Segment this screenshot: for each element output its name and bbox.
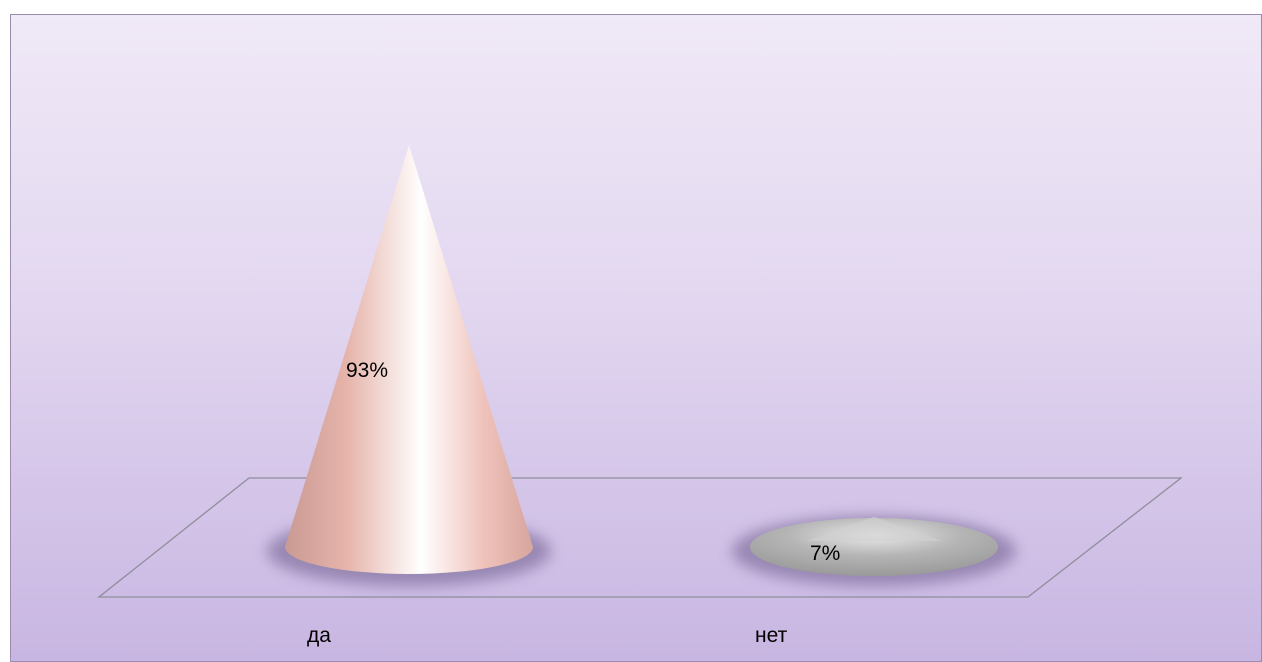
data-label-yes: 93%: [346, 359, 388, 382]
chart-floor: [99, 478, 1181, 597]
cone-yes: [285, 145, 533, 574]
chart-area: 93% 7% да нет: [10, 14, 1262, 662]
data-label-no: 7%: [810, 542, 840, 565]
category-label-no: нет: [755, 624, 788, 647]
cone-chart: 93% 7% да нет: [11, 15, 1262, 662]
category-label-yes: да: [307, 624, 331, 647]
